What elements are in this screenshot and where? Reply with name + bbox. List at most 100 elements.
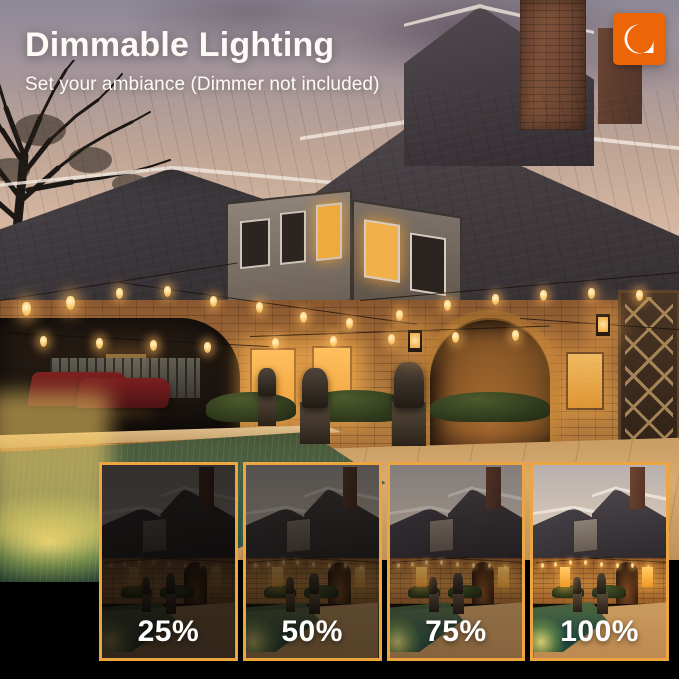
mini-upper-window-block [429, 517, 455, 554]
string-light-bulb [116, 288, 123, 299]
mini-bulb [439, 559, 443, 565]
string-light-bulb [256, 302, 263, 313]
brightness-label: 75% [425, 615, 487, 648]
lit-window [566, 352, 604, 410]
brightness-label: 25% [137, 615, 200, 648]
upper-window-block-left [226, 189, 352, 315]
string-light-bulb [330, 336, 337, 347]
mini-statue-plinth [453, 592, 464, 614]
mini-bulb [541, 563, 545, 569]
string-light-bulb [540, 290, 547, 301]
thumbnail-100[interactable]: 100% [530, 462, 669, 661]
window-pane-lit [316, 202, 342, 262]
string-light-bulb [636, 290, 643, 301]
mini-statue-plinth [573, 592, 583, 612]
mini-upper-window-block [285, 517, 311, 554]
string-light-bulb [272, 338, 279, 349]
mini-statue [309, 573, 319, 595]
garden-statue [394, 362, 424, 408]
mini-statue [596, 573, 607, 595]
mini-statue-plinth [596, 592, 608, 614]
string-light-bulb [388, 334, 395, 345]
string-light-bulb [210, 296, 217, 307]
string-light-bulb [452, 332, 459, 343]
string-light-bulb [396, 310, 403, 321]
mini-bulb [123, 561, 127, 567]
mini-bulb [471, 563, 475, 569]
thumbnail-50[interactable]: 50% [242, 462, 382, 661]
mini-statue [573, 576, 582, 595]
window-pane [240, 217, 270, 270]
thumbnail-scene [533, 465, 666, 658]
string-light-bulb [346, 318, 353, 329]
thumbnail-25[interactable]: 25% [99, 462, 238, 661]
brick-chimney [520, 0, 586, 130]
mini-bulb [425, 559, 429, 565]
mini-statue-plinth [165, 592, 177, 614]
statue-plinth [258, 392, 276, 426]
string-light-bulb [588, 288, 595, 299]
string-light-bulb [66, 296, 75, 310]
mini-bulb [569, 559, 573, 565]
mini-statue [453, 573, 463, 595]
mini-bulb [328, 563, 332, 569]
page-title: Dimmable Lighting [25, 26, 335, 64]
mini-bulb [615, 563, 619, 569]
string-light-bulb [444, 300, 451, 311]
mini-chimney [630, 466, 645, 510]
wall-lantern [596, 314, 610, 336]
mini-bulb [266, 561, 270, 567]
page-subtitle: Set your ambiance (Dimmer not included) [25, 74, 380, 95]
garden-statue [258, 368, 276, 396]
thumbnail-scene [245, 465, 379, 658]
window-pane [280, 210, 306, 265]
mini-lit-window [354, 567, 366, 587]
garden-statue [302, 368, 328, 408]
mini-statue [285, 576, 294, 595]
brick-archway-trim [420, 310, 560, 470]
mini-bulb [343, 563, 347, 569]
mini-statue-plinth [309, 592, 321, 614]
mini-statue-plinth [429, 592, 439, 612]
mini-bulb [599, 561, 603, 567]
mini-statue-plinth [141, 592, 152, 612]
mini-chimney [198, 466, 214, 510]
mini-statue-plinth [285, 592, 295, 612]
mini-lit-window [498, 567, 509, 587]
string-light-bulb [512, 330, 519, 341]
mini-upper-window-block [141, 517, 168, 554]
mini-bulb [397, 563, 401, 569]
mini-bulb [583, 559, 587, 565]
string-light-bulb [40, 336, 47, 347]
mini-statue [429, 576, 438, 595]
mini-lit-window [559, 567, 571, 587]
mini-bulb [554, 561, 558, 567]
mini-lit-window [128, 567, 140, 587]
mini-statue [141, 576, 150, 595]
ring-circle-icon [624, 24, 654, 54]
interior-glow [440, 330, 560, 440]
mini-bulb [312, 561, 316, 567]
mini-lit-window [416, 567, 427, 587]
thumbnail-75[interactable]: 75% [386, 462, 526, 661]
mini-lit-window [210, 567, 222, 587]
mini-bulb [137, 559, 141, 565]
brightness-comparison-strip: 25% [99, 462, 669, 661]
mini-lit-window [272, 567, 283, 587]
window-pane-lit [364, 219, 400, 283]
string-light-bulb [96, 338, 103, 349]
mini-bulb [281, 559, 285, 565]
statue-plinth [392, 402, 426, 446]
string-light-bulb [22, 302, 31, 316]
brightness-label: 100% [560, 615, 639, 648]
mini-statue [165, 573, 175, 595]
string-light-bulb [164, 286, 171, 297]
string-light-bulb [492, 294, 499, 305]
mini-bulb [410, 561, 414, 567]
hedge [206, 392, 296, 422]
string-light-bulb [300, 312, 307, 323]
mini-bulb [631, 563, 635, 569]
hedge [430, 392, 550, 422]
mini-bulb [487, 563, 491, 569]
